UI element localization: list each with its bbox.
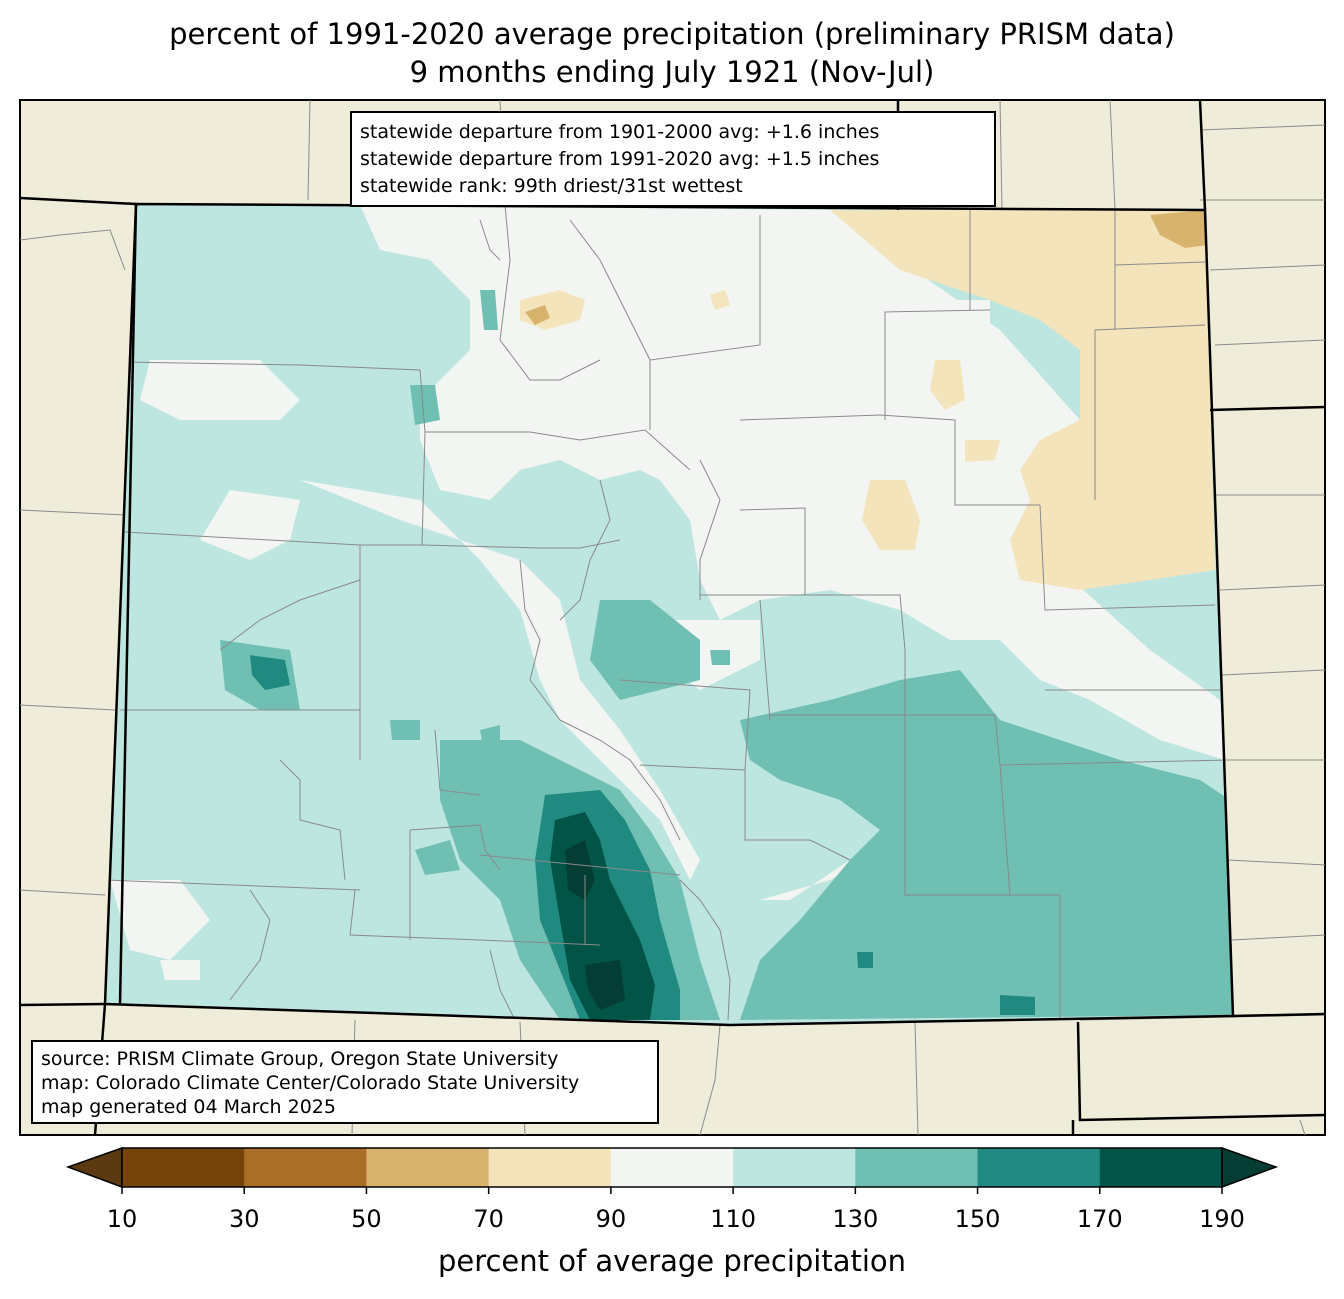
- map-title-line-1: percent of 1991-2020 average precipitati…: [169, 17, 1175, 51]
- colorbar-tick-label: 50: [351, 1205, 382, 1233]
- colorbar-tick-label: 170: [1076, 1205, 1123, 1233]
- colorbar-over-arrow: [1221, 1146, 1279, 1189]
- source-line-3: map generated 04 March 2025: [41, 1096, 336, 1118]
- colorbar-tick-label: 110: [710, 1205, 757, 1233]
- colorbar-tick-label: 30: [228, 1205, 260, 1233]
- colorbar: [65, 1146, 1279, 1194]
- map-title-line-2: 9 months ending July 1921 (Nov-Jul): [409, 55, 935, 89]
- county-lines: [105, 204, 1231, 1021]
- colorbar-tick-label: 150: [954, 1205, 1001, 1233]
- colorbar-segment: [733, 1148, 856, 1187]
- colorbar-segment: [244, 1148, 367, 1187]
- stats-line-2: statewide departure from 1991-2020 avg: …: [360, 148, 880, 170]
- colorbar-segment: [855, 1148, 979, 1187]
- colorbar-tick-label: 190: [1199, 1205, 1245, 1233]
- colorbar-under-arrow: [65, 1146, 123, 1189]
- colorbar-segment: [488, 1148, 612, 1187]
- colorbar-tick-label: 90: [595, 1205, 627, 1233]
- colorbar-segment: [1099, 1148, 1223, 1187]
- statewide-stats-box: statewide departure from 1901-2000 avg: …: [350, 111, 996, 207]
- precipitation-field: [105, 204, 1233, 1025]
- source-line-1: source: PRISM Climate Group, Oregon Stat…: [41, 1048, 559, 1070]
- source-line-2: map: Colorado Climate Center/Colorado St…: [41, 1072, 580, 1094]
- colorbar-label: percent of average precipitation: [437, 1244, 907, 1278]
- colorbar-segment: [366, 1148, 490, 1187]
- stats-line-3: statewide rank: 99th driest/31st wettest: [360, 175, 743, 197]
- colorbar-segment: [610, 1148, 734, 1187]
- colorbar-segment: [122, 1148, 245, 1187]
- colorbar-tick-label: 70: [473, 1205, 504, 1233]
- stats-line-1: statewide departure from 1901-2000 avg: …: [360, 121, 880, 143]
- colorbar-tick-label: 130: [832, 1205, 879, 1233]
- colorbar-segment: [977, 1148, 1101, 1187]
- source-box: source: PRISM Climate Group, Oregon Stat…: [31, 1040, 659, 1124]
- colorbar-tick-label: 10: [106, 1205, 138, 1233]
